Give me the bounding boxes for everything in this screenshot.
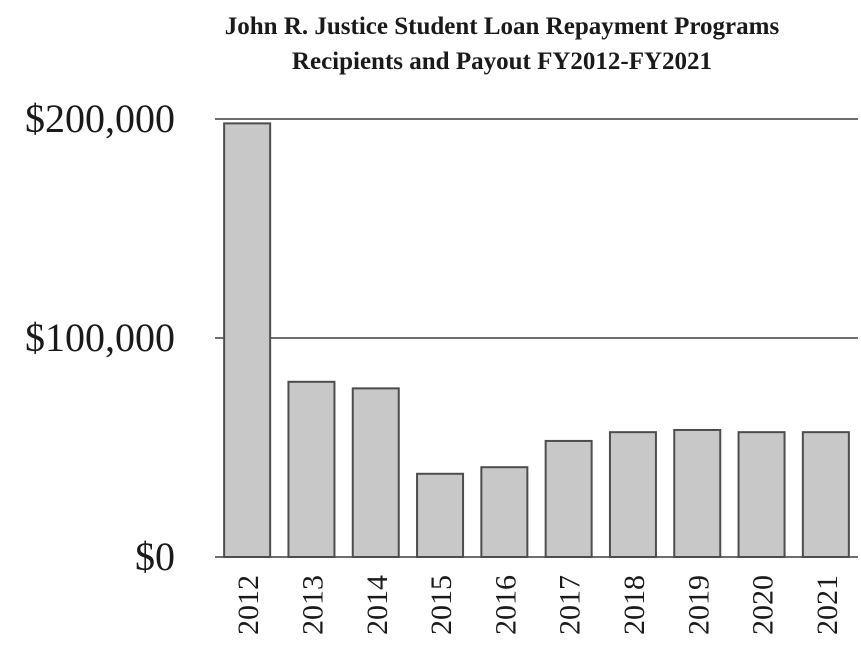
bar-2020	[737, 431, 786, 559]
x-tick-label: 2013	[296, 575, 329, 635]
x-tick-label: 2017	[554, 575, 587, 635]
bar-2019	[673, 428, 722, 559]
x-tick-label: 2016	[489, 575, 522, 635]
bar-2021	[801, 431, 850, 559]
bar-2014	[351, 387, 400, 558]
x-axis-tick-labels: 2012 2013 2014 2015 2016 2017 2018 2019 2020 2021	[232, 575, 844, 635]
bar-2017	[544, 439, 593, 558]
x-tick-label: 2021	[811, 575, 844, 635]
x-tick-label: 2014	[361, 575, 394, 635]
bars	[223, 122, 850, 559]
bar-2018	[608, 431, 657, 559]
x-tick-label: 2019	[682, 575, 715, 635]
x-tick-label: 2015	[425, 575, 458, 635]
chart-title-line-2: Recipients and Payout FY2012-FY2021	[292, 48, 712, 75]
bar-2012	[223, 122, 272, 558]
bar-2016	[480, 466, 529, 558]
chart-title-line-1: John R. Justice Student Loan Repayment P…	[225, 13, 780, 40]
bar-2013	[287, 380, 336, 558]
x-tick-label: 2020	[747, 575, 780, 635]
y-tick-label: $0	[135, 534, 175, 579]
x-tick-label: 2012	[232, 575, 265, 635]
y-tick-label: $100,000	[25, 315, 175, 360]
bar-2015	[416, 472, 465, 558]
y-axis-tick-labels: $0 $100,000 $200,000	[25, 96, 175, 579]
x-tick-label: 2018	[618, 575, 651, 635]
y-tick-label: $200,000	[25, 96, 175, 141]
